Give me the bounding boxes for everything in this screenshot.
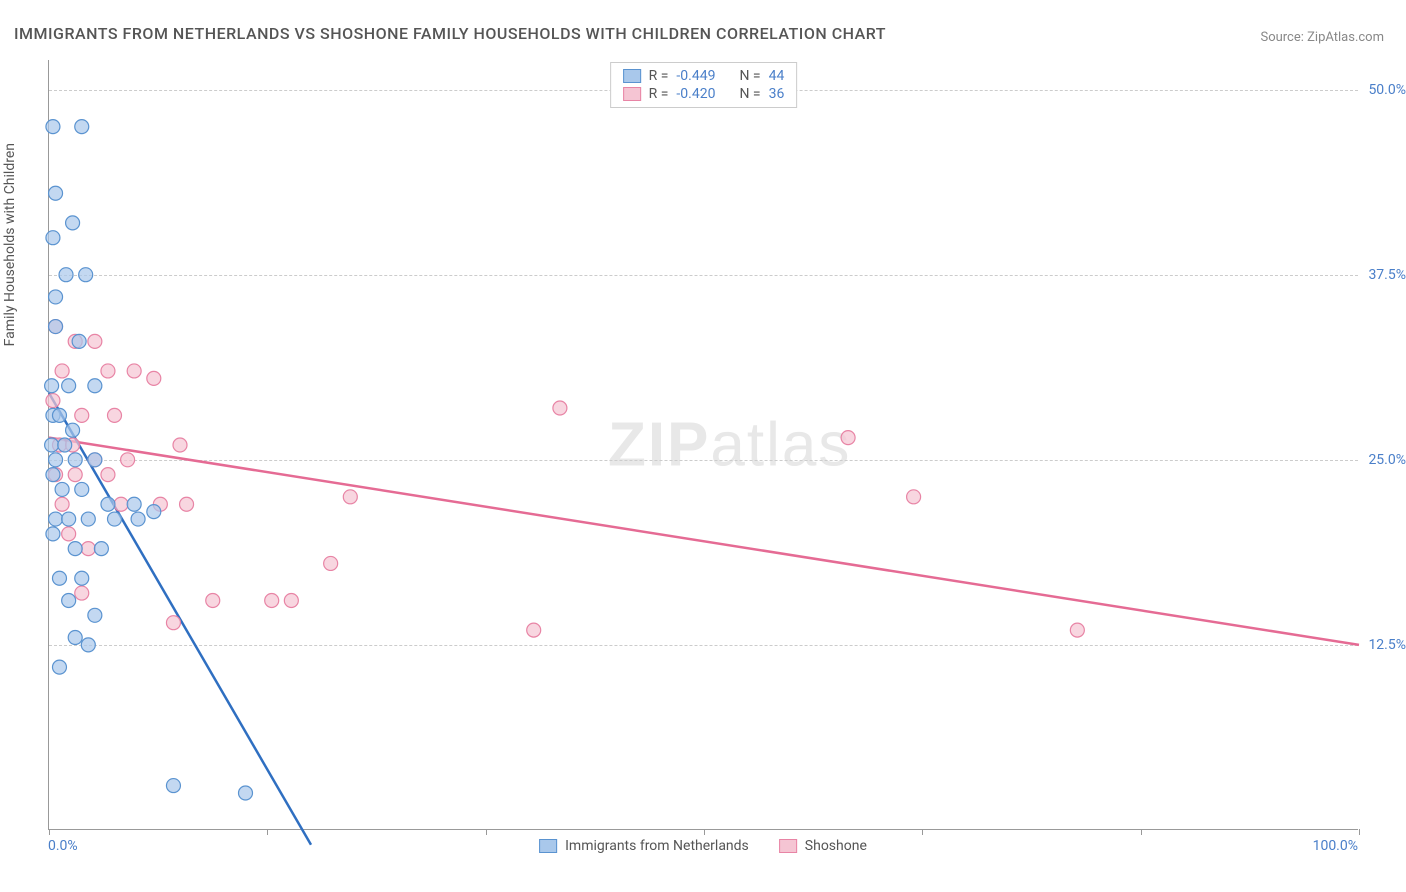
legend-swatch-2b [779, 839, 797, 853]
scatter-point [101, 468, 115, 482]
series-legend: Immigrants from Netherlands Shoshone [539, 838, 867, 854]
scatter-point [46, 468, 60, 482]
scatter-point [52, 571, 66, 585]
scatter-point [62, 593, 76, 607]
x-axis-max-label: 100.0% [1313, 838, 1358, 854]
scatter-point [147, 371, 161, 385]
scatter-point [75, 482, 89, 496]
scatter-point [121, 453, 135, 467]
scatter-point [55, 482, 69, 496]
scatter-point [79, 268, 93, 282]
y-axis-title: Family Households with Children [2, 143, 18, 346]
scatter-point [88, 379, 102, 393]
scatter-point [127, 364, 141, 378]
x-axis-min-label: 0.0% [48, 838, 78, 854]
scatter-point [52, 408, 66, 422]
scatter-point [58, 438, 72, 452]
scatter-point [59, 268, 73, 282]
scatter-point [75, 586, 89, 600]
scatter-point [284, 593, 298, 607]
scatter-point [127, 497, 141, 511]
y-tick-label: 12.5% [1368, 637, 1406, 653]
scatter-point [114, 497, 128, 511]
chart-plot-area: ZIPatlas 12.5%25.0%37.5%50.0% R = -0.449… [48, 60, 1358, 830]
scatter-point [108, 408, 122, 422]
scatter-point [173, 438, 187, 452]
x-tick [1359, 829, 1360, 835]
scatter-point [68, 631, 82, 645]
scatter-point [81, 542, 95, 556]
scatter-point [62, 512, 76, 526]
scatter-point [49, 186, 63, 200]
scatter-point [147, 505, 161, 519]
scatter-point [66, 423, 80, 437]
scatter-point [324, 556, 338, 570]
y-tick-label: 50.0% [1368, 82, 1406, 98]
y-tick-label: 37.5% [1368, 267, 1406, 283]
scatter-point [180, 497, 194, 511]
scatter-point [66, 216, 80, 230]
x-tick [922, 829, 923, 835]
x-tick [1141, 829, 1142, 835]
scatter-point [553, 401, 567, 415]
y-tick-label: 25.0% [1368, 452, 1406, 468]
scatter-point [101, 497, 115, 511]
scatter-point [88, 608, 102, 622]
scatter-point [75, 120, 89, 134]
scatter-plot-svg [49, 60, 1358, 829]
scatter-point [239, 786, 253, 800]
scatter-point [49, 512, 63, 526]
scatter-point [46, 394, 60, 408]
scatter-point [75, 571, 89, 585]
scatter-point [52, 660, 66, 674]
scatter-point [265, 593, 279, 607]
scatter-point [841, 431, 855, 445]
trend-line [49, 438, 1359, 645]
legend-label-series-2: Shoshone [805, 838, 867, 854]
source-attribution: Source: ZipAtlas.com [1260, 30, 1384, 45]
legend-item-series-1: Immigrants from Netherlands [539, 838, 749, 854]
scatter-point [108, 512, 122, 526]
chart-title: IMMIGRANTS FROM NETHERLANDS VS SHOSHONE … [14, 24, 886, 43]
scatter-point [45, 438, 59, 452]
x-tick [49, 829, 50, 835]
scatter-point [49, 320, 63, 334]
scatter-point [62, 527, 76, 541]
scatter-point [81, 512, 95, 526]
legend-label-series-1: Immigrants from Netherlands [565, 838, 749, 854]
scatter-point [46, 231, 60, 245]
scatter-point [75, 408, 89, 422]
scatter-point [46, 527, 60, 541]
scatter-point [68, 468, 82, 482]
scatter-point [81, 638, 95, 652]
scatter-point [131, 512, 145, 526]
scatter-point [62, 379, 76, 393]
scatter-point [166, 779, 180, 793]
scatter-point [101, 364, 115, 378]
scatter-point [206, 593, 220, 607]
scatter-point [527, 623, 541, 637]
x-tick [486, 829, 487, 835]
scatter-point [68, 453, 82, 467]
scatter-point [88, 453, 102, 467]
x-tick [267, 829, 268, 835]
scatter-point [72, 334, 86, 348]
scatter-point [1070, 623, 1084, 637]
scatter-point [55, 497, 69, 511]
scatter-point [166, 616, 180, 630]
scatter-point [94, 542, 108, 556]
scatter-point [45, 379, 59, 393]
scatter-point [68, 542, 82, 556]
scatter-point [49, 453, 63, 467]
scatter-point [55, 364, 69, 378]
scatter-point [46, 120, 60, 134]
x-tick [704, 829, 705, 835]
scatter-point [49, 290, 63, 304]
scatter-point [88, 334, 102, 348]
legend-swatch-1b [539, 839, 557, 853]
scatter-point [343, 490, 357, 504]
legend-item-series-2: Shoshone [779, 838, 867, 854]
scatter-point [907, 490, 921, 504]
